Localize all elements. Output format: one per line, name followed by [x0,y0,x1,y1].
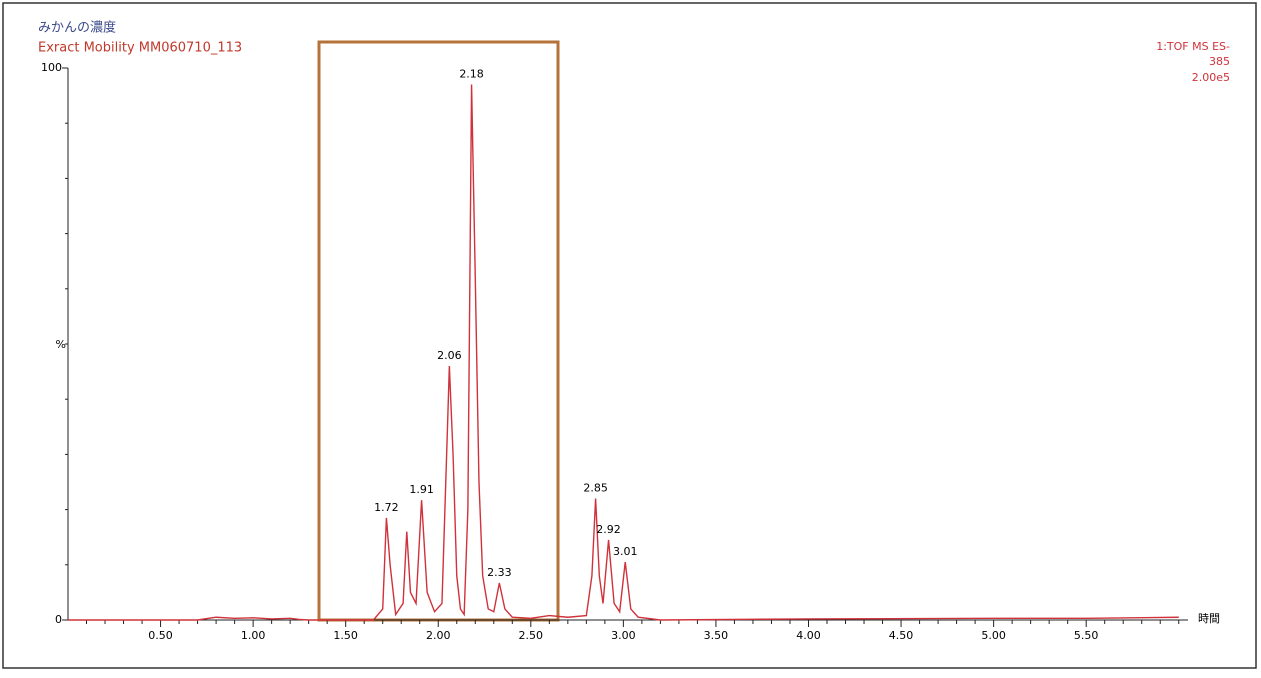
annotation: 2.00e5 [1192,71,1230,84]
peak-label: 2.06 [437,349,462,362]
trace [68,84,1179,621]
chart-title: みかんの濃度 [38,20,116,36]
x-tick-label: 4.00 [796,629,821,642]
x-tick-label: 1.50 [333,629,358,642]
x-axis-label: 時間 [1198,612,1220,625]
peak-label: 1.91 [409,483,434,496]
y-axis-label: % [56,338,66,351]
x-tick-label: 5.50 [1074,629,1099,642]
x-tick-label: 3.00 [611,629,636,642]
x-tick-label: 4.50 [889,629,914,642]
chart-subtitle: Exract Mobility MM060710_113 [38,41,242,56]
peak-label: 2.33 [487,566,512,579]
x-tick-label: 2.00 [426,629,451,642]
frame [2,2,1257,669]
y-tick-label: 100 [41,61,62,74]
annotation: 1:TOF MS ES- [1156,40,1230,53]
peak-label: 2.18 [459,68,484,81]
x-tick-label: 5.00 [981,629,1006,642]
annotation: 385 [1209,55,1230,68]
peak-label: 2.92 [596,523,621,536]
x-tick-label: 3.50 [704,629,729,642]
peak-label: 1.72 [374,501,399,514]
peak-label: 2.85 [583,482,608,495]
peak-label: 3.01 [613,545,638,558]
x-tick-label: 2.50 [519,629,544,642]
x-tick-label: 1.00 [241,629,266,642]
x-tick-label: 0.50 [148,629,173,642]
y-tick-label: 0 [55,613,62,626]
